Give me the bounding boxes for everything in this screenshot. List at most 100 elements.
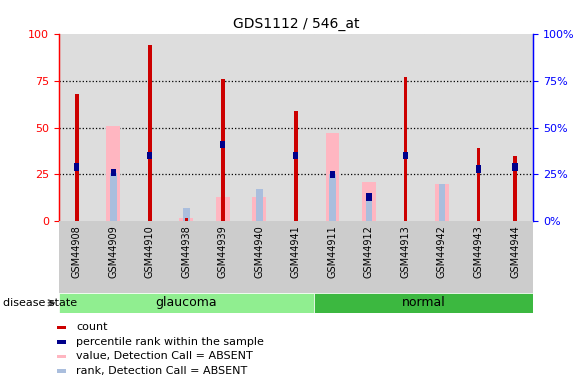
Bar <box>253 197 267 221</box>
Bar <box>75 94 79 221</box>
Text: GSM44944: GSM44944 <box>510 225 520 278</box>
Bar <box>220 141 226 148</box>
Text: percentile rank within the sample: percentile rank within the sample <box>76 337 264 347</box>
Text: normal: normal <box>402 296 445 309</box>
Bar <box>294 152 298 159</box>
Text: value, Detection Call = ABSENT: value, Detection Call = ABSENT <box>76 351 253 361</box>
Bar <box>424 34 460 221</box>
Bar <box>183 208 190 221</box>
Bar <box>205 221 241 292</box>
Text: GSM44909: GSM44909 <box>108 225 118 278</box>
Bar <box>132 221 168 292</box>
Text: disease state: disease state <box>3 298 77 308</box>
Bar <box>460 34 497 221</box>
Bar <box>387 34 424 221</box>
Bar <box>424 34 460 221</box>
Bar <box>513 156 517 221</box>
Bar <box>95 221 132 292</box>
Text: GSM44938: GSM44938 <box>182 225 192 278</box>
Bar <box>59 221 95 292</box>
Bar <box>387 34 424 221</box>
Bar <box>330 171 335 178</box>
Bar <box>205 34 241 221</box>
Bar <box>278 221 314 292</box>
Bar <box>241 34 278 221</box>
Bar <box>74 163 80 171</box>
Bar <box>350 221 387 292</box>
Bar <box>59 34 95 221</box>
Text: GSM44912: GSM44912 <box>364 225 374 278</box>
Bar <box>424 34 460 221</box>
Bar <box>325 133 339 221</box>
Bar <box>185 217 188 221</box>
Bar <box>314 292 533 313</box>
Bar <box>148 45 152 221</box>
Bar <box>497 34 533 221</box>
Bar <box>241 34 278 221</box>
Bar <box>512 163 517 171</box>
Bar <box>278 34 314 221</box>
Bar <box>241 34 278 221</box>
Bar <box>350 34 387 221</box>
Bar <box>497 34 533 221</box>
Bar <box>95 34 132 221</box>
Bar <box>59 34 95 221</box>
Bar <box>350 34 387 221</box>
Bar <box>179 217 193 221</box>
Bar <box>387 221 424 292</box>
Bar <box>256 189 263 221</box>
Bar <box>404 77 407 221</box>
Bar <box>278 34 314 221</box>
Bar <box>168 34 205 221</box>
Text: GSM44939: GSM44939 <box>218 225 228 278</box>
Bar <box>95 34 132 221</box>
Bar <box>362 182 376 221</box>
Text: glaucoma: glaucoma <box>155 296 217 309</box>
Bar <box>168 221 205 292</box>
Bar <box>403 152 408 159</box>
Title: GDS1112 / 546_at: GDS1112 / 546_at <box>233 17 359 32</box>
Bar <box>387 34 424 221</box>
Bar <box>314 34 350 221</box>
Bar <box>460 34 497 221</box>
Bar <box>107 126 120 221</box>
Bar <box>110 172 117 221</box>
Bar <box>57 326 66 329</box>
Bar <box>278 34 314 221</box>
Bar <box>132 34 168 221</box>
Bar <box>111 169 116 176</box>
Bar <box>314 34 350 221</box>
Bar <box>314 34 350 221</box>
Text: GSM44940: GSM44940 <box>254 225 264 278</box>
Bar <box>460 34 497 221</box>
Text: GSM44913: GSM44913 <box>400 225 410 278</box>
Bar <box>497 221 533 292</box>
Bar <box>168 34 205 221</box>
Bar <box>216 197 230 221</box>
Bar <box>132 34 168 221</box>
Bar <box>329 174 336 221</box>
Text: count: count <box>76 322 108 332</box>
Text: GSM44908: GSM44908 <box>72 225 82 278</box>
Bar <box>57 340 66 344</box>
Bar <box>95 34 132 221</box>
Bar <box>221 79 224 221</box>
Bar <box>132 34 168 221</box>
Bar <box>350 34 387 221</box>
Text: GSM44942: GSM44942 <box>437 225 447 278</box>
Text: GSM44943: GSM44943 <box>473 225 483 278</box>
Bar <box>435 184 449 221</box>
Bar <box>424 221 460 292</box>
Bar <box>59 34 95 221</box>
Bar <box>366 197 372 221</box>
Bar <box>460 221 497 292</box>
Bar <box>205 34 241 221</box>
Text: GSM44910: GSM44910 <box>145 225 155 278</box>
Bar <box>57 355 66 358</box>
Bar <box>57 369 66 373</box>
Text: rank, Detection Call = ABSENT: rank, Detection Call = ABSENT <box>76 366 247 375</box>
Bar <box>366 193 372 201</box>
Bar <box>147 152 152 159</box>
Bar <box>241 221 278 292</box>
Text: GSM44911: GSM44911 <box>328 225 338 278</box>
